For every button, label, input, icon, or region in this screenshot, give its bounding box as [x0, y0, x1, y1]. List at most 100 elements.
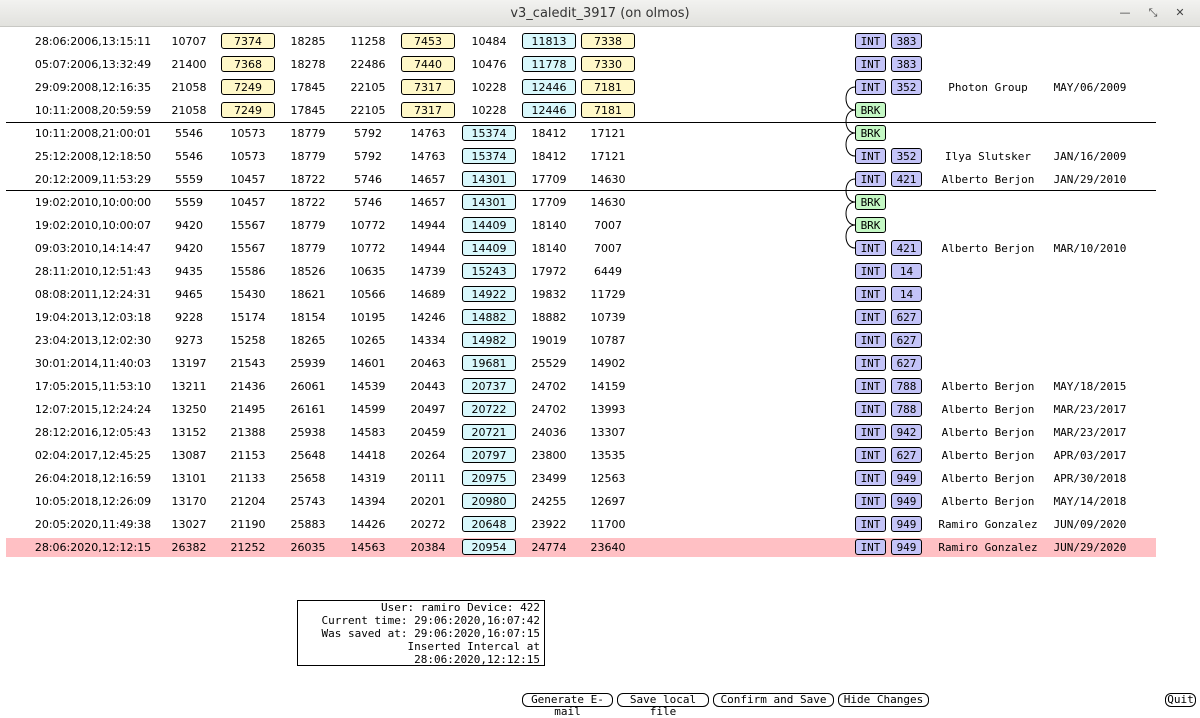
int-tag[interactable]: INT [855, 493, 886, 509]
int-tag[interactable]: INT [855, 516, 886, 532]
value-cell-6[interactable]: 20975 [462, 470, 516, 486]
intercal-number[interactable]: 949 [891, 539, 922, 555]
value-cell-6[interactable]: 15374 [462, 125, 516, 141]
table-row[interactable]: 20:05:2020,11:49:38 13027 21190 25883 14426 2… [0, 515, 1200, 538]
maximize-icon[interactable]: ⤡ [1148, 6, 1158, 19]
int-tag[interactable]: INT [855, 286, 886, 302]
table-row[interactable]: 28:06:2006,13:15:11 10707 7374 18285 11258 74… [0, 32, 1200, 55]
value-cell-6[interactable]: 20954 [462, 539, 516, 555]
table-row[interactable]: 28:11:2010,12:51:43 9435 15586 18526 10635 14… [0, 262, 1200, 285]
intercal-number[interactable]: 421 [891, 171, 922, 187]
int-tag[interactable]: INT [855, 470, 886, 486]
int-tag[interactable]: INT [855, 332, 886, 348]
intercal-number[interactable]: 352 [891, 148, 922, 164]
value-cell-6[interactable]: 20980 [462, 493, 516, 509]
value-cell-7[interactable]: 11778 [522, 56, 576, 72]
value-cell-7[interactable]: 12446 [522, 102, 576, 118]
table-row[interactable]: 26:04:2018,12:16:59 13101 21133 25658 14319 2… [0, 469, 1200, 492]
int-tag[interactable]: INT [855, 148, 886, 164]
table-row[interactable]: 05:07:2006,13:32:49 21400 7368 18278 22486 74… [0, 55, 1200, 78]
value-cell-5[interactable]: 7440 [401, 56, 455, 72]
value-cell-2[interactable]: 7249 [221, 79, 275, 95]
intercal-number[interactable]: 14 [891, 263, 922, 279]
value-cell-8[interactable]: 7181 [581, 79, 635, 95]
intercal-number[interactable]: 627 [891, 447, 922, 463]
value-cell-6[interactable]: 14882 [462, 309, 516, 325]
intercal-number[interactable]: 383 [891, 56, 922, 72]
intercal-number[interactable]: 949 [891, 493, 922, 509]
quit-button[interactable]: Quit [1165, 693, 1196, 707]
intercal-number[interactable]: 352 [891, 79, 922, 95]
table-row[interactable]: 30:01:2014,11:40:03 13197 21543 25939 14601 2… [0, 354, 1200, 377]
value-cell-6[interactable]: 20721 [462, 424, 516, 440]
brk-tag[interactable]: BRK [855, 217, 886, 233]
hide-changes-button[interactable]: Hide Changes [838, 693, 929, 707]
intercal-number[interactable]: 627 [891, 355, 922, 371]
table-row[interactable]: 29:09:2008,12:16:35 21058 7249 17845 22105 73… [0, 78, 1200, 101]
int-tag[interactable]: INT [855, 378, 886, 394]
int-tag[interactable]: INT [855, 33, 886, 49]
value-cell-6[interactable]: 19681 [462, 355, 516, 371]
table-row[interactable]: 19:04:2013,12:03:18 9228 15174 18154 10195 14… [0, 308, 1200, 331]
table-row[interactable]: 10:11:2008,20:59:59 21058 7249 17845 22105 73… [0, 101, 1200, 124]
value-cell-2[interactable]: 7374 [221, 33, 275, 49]
table-row[interactable]: 19:02:2010,10:00:07 9420 15567 18779 10772 14… [0, 216, 1200, 239]
table-row[interactable]: 08:08:2011,12:24:31 9465 15430 18621 10566 14… [0, 285, 1200, 308]
table-row[interactable]: 25:12:2008,12:18:50 5546 10573 18779 5792 147… [0, 147, 1200, 170]
value-cell-7[interactable]: 12446 [522, 79, 576, 95]
int-tag[interactable]: INT [855, 56, 886, 72]
int-tag[interactable]: INT [855, 539, 886, 555]
intercal-number[interactable]: 788 [891, 401, 922, 417]
table-row[interactable]: 10:11:2008,21:00:01 5546 10573 18779 5792 147… [0, 124, 1200, 147]
intercal-number[interactable]: 949 [891, 470, 922, 486]
table-row[interactable]: 23:04:2013,12:02:30 9273 15258 18265 10265 14… [0, 331, 1200, 354]
value-cell-6[interactable]: 20722 [462, 401, 516, 417]
intercal-number[interactable]: 14 [891, 286, 922, 302]
value-cell-6[interactable]: 14409 [462, 217, 516, 233]
table-row[interactable]: 20:12:2009,11:53:29 5559 10457 18722 5746 146… [0, 170, 1200, 193]
minimize-icon[interactable]: — [1119, 6, 1131, 19]
value-cell-6[interactable]: 14409 [462, 240, 516, 256]
table-row[interactable]: 19:02:2010,10:00:00 5559 10457 18722 5746 146… [0, 193, 1200, 216]
int-tag[interactable]: INT [855, 79, 886, 95]
generate-email-button[interactable]: Generate E-mail [522, 693, 613, 718]
intercal-number[interactable]: 421 [891, 240, 922, 256]
brk-tag[interactable]: BRK [855, 125, 886, 141]
value-cell-5[interactable]: 7453 [401, 33, 455, 49]
value-cell-5[interactable]: 7317 [401, 102, 455, 118]
intercal-number[interactable]: 949 [891, 516, 922, 532]
value-cell-6[interactable]: 20797 [462, 447, 516, 463]
value-cell-6[interactable]: 14982 [462, 332, 516, 348]
value-cell-5[interactable]: 7317 [401, 79, 455, 95]
table-row[interactable]: 09:03:2010,14:14:47 9420 15567 18779 10772 14… [0, 239, 1200, 262]
value-cell-6[interactable]: 15243 [462, 263, 516, 279]
intercal-number[interactable]: 383 [891, 33, 922, 49]
table-row[interactable]: 17:05:2015,11:53:10 13211 21436 26061 14539 2… [0, 377, 1200, 400]
value-cell-8[interactable]: 7338 [581, 33, 635, 49]
table-row[interactable]: 12:07:2015,12:24:24 13250 21495 26161 14599 2… [0, 400, 1200, 423]
value-cell-6[interactable]: 20737 [462, 378, 516, 394]
int-tag[interactable]: INT [855, 309, 886, 325]
int-tag[interactable]: INT [855, 424, 886, 440]
int-tag[interactable]: INT [855, 447, 886, 463]
brk-tag[interactable]: BRK [855, 102, 886, 118]
value-cell-8[interactable]: 7181 [581, 102, 635, 118]
table-row[interactable]: 10:05:2018,12:26:09 13170 21204 25743 14394 2… [0, 492, 1200, 515]
int-tag[interactable]: INT [855, 171, 886, 187]
save-local-file-button[interactable]: Save local file [617, 693, 709, 718]
intercal-number[interactable]: 627 [891, 332, 922, 348]
table-row[interactable]: 28:12:2016,12:05:43 13152 21388 25938 14583 2… [0, 423, 1200, 446]
value-cell-2[interactable]: 7368 [221, 56, 275, 72]
value-cell-7[interactable]: 11813 [522, 33, 576, 49]
int-tag[interactable]: INT [855, 401, 886, 417]
int-tag[interactable]: INT [855, 355, 886, 371]
table-row[interactable]: 28:06:2020,12:12:15 26382 21252 26035 14563 2… [0, 538, 1200, 561]
confirm-and-save-button[interactable]: Confirm and Save [713, 693, 834, 707]
intercal-number[interactable]: 627 [891, 309, 922, 325]
intercal-number[interactable]: 788 [891, 378, 922, 394]
value-cell-6[interactable]: 14301 [462, 194, 516, 210]
value-cell-2[interactable]: 7249 [221, 102, 275, 118]
value-cell-6[interactable]: 14301 [462, 171, 516, 187]
brk-tag[interactable]: BRK [855, 194, 886, 210]
int-tag[interactable]: INT [855, 263, 886, 279]
